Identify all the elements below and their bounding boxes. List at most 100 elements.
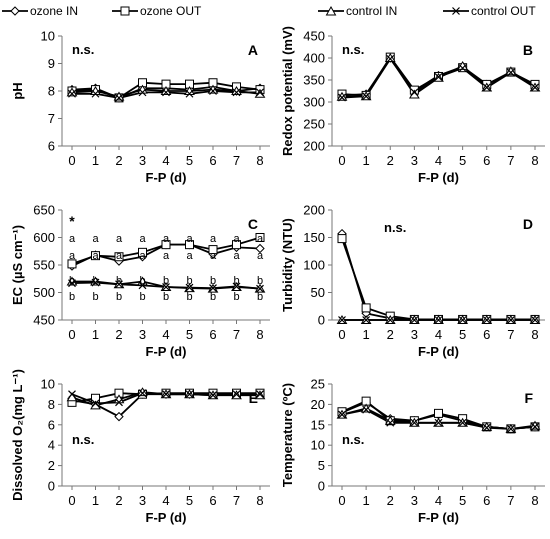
data-point-x-stroke — [506, 424, 515, 433]
data-point-x — [362, 405, 371, 414]
y-tick-label: 6 — [48, 139, 55, 154]
data-point-x — [256, 390, 264, 399]
significance-annotation: n.s. — [342, 42, 364, 57]
data-point-x — [162, 390, 170, 399]
y-tick-label: 20 — [311, 397, 325, 412]
data-point-x — [338, 410, 346, 419]
significance-letter: b — [163, 275, 169, 287]
data-point-x — [410, 316, 419, 324]
significance-letter: b — [257, 275, 263, 287]
y-tick-label: 350 — [303, 73, 325, 88]
data-point-x-stroke — [209, 284, 217, 293]
x-tick-label: 3 — [411, 327, 418, 342]
data-point-x-stroke — [138, 281, 147, 290]
data-point-x — [91, 89, 100, 98]
data-point-x-stroke — [362, 405, 371, 414]
data-point-square — [138, 247, 147, 257]
significance-letter: b — [210, 275, 216, 287]
data-point-triangle — [481, 421, 493, 431]
significance-letter: a — [116, 250, 123, 262]
data-point-x — [185, 283, 194, 292]
y-tick-label: 10 — [41, 29, 55, 44]
data-point-x-stroke — [531, 422, 539, 431]
data-point-x — [482, 83, 491, 92]
y-tick-label: 550 — [33, 258, 55, 273]
significance-letter: b — [92, 275, 98, 287]
data-point-x — [482, 423, 491, 432]
significance-letter: b — [163, 291, 169, 303]
x-tick-label: 6 — [483, 327, 490, 342]
data-point-x-stroke — [185, 390, 194, 399]
x-axis-label: F-P (d) — [418, 170, 459, 185]
data-point-x-stroke — [162, 283, 170, 291]
significance-letter: b — [210, 291, 216, 303]
data-point-triangle — [90, 276, 101, 286]
data-point-x-stroke — [338, 316, 346, 324]
x-tick-label: 2 — [115, 327, 122, 342]
legend-label: control IN — [346, 4, 398, 18]
data-point-x — [434, 316, 443, 324]
x-tick-label: 4 — [162, 153, 169, 168]
data-point-x — [232, 282, 241, 291]
data-point-x-stroke — [68, 390, 76, 399]
data-point-x — [138, 389, 147, 398]
data-point-x-stroke — [256, 88, 264, 97]
data-point-x — [531, 422, 539, 431]
y-axis-label: EC (µS cm⁻¹) — [10, 225, 25, 305]
legend-item-control-in: control IN — [318, 3, 397, 19]
significance-letter: b — [116, 275, 122, 287]
significance-letter: b — [69, 291, 75, 303]
x-tick-label: 8 — [256, 153, 263, 168]
y-axis-label: Temperature (ºC) — [280, 383, 295, 487]
y-tick-label: 450 — [303, 29, 325, 44]
data-point-x — [506, 424, 515, 433]
x-tick-label: 7 — [507, 493, 514, 508]
data-point-x-stroke — [338, 410, 346, 419]
data-point-x-stroke — [209, 87, 217, 95]
data-point-x-stroke — [256, 284, 264, 293]
data-point-x — [91, 399, 100, 408]
data-point-x — [458, 418, 467, 427]
data-point-x — [256, 284, 264, 293]
data-point-x-stroke — [209, 391, 217, 400]
significance-letter: b — [92, 291, 98, 303]
data-point-x-stroke — [386, 316, 395, 324]
data-point-square — [434, 408, 443, 418]
series-line-ozone-in — [341, 233, 535, 321]
significance-letter: a — [69, 233, 76, 245]
y-tick-label: 9 — [48, 56, 55, 71]
y-tick-label: 0 — [318, 479, 325, 494]
significance-letter: b — [116, 291, 122, 303]
significance-annotation: * — [69, 213, 75, 229]
x-tick-label: 0 — [68, 327, 75, 342]
data-point-x — [68, 89, 76, 98]
diamond-marker-icon — [2, 6, 28, 16]
data-point-x-stroke — [232, 88, 241, 97]
x-tick-label: 1 — [92, 327, 99, 342]
data-point-x — [410, 88, 419, 97]
y-tick-label: 0 — [48, 479, 55, 494]
x-tick-label: 2 — [387, 493, 394, 508]
data-point-x — [115, 280, 123, 289]
y-tick-label: 400 — [303, 51, 325, 66]
data-point-square — [67, 259, 77, 269]
significance-letter: a — [210, 250, 217, 262]
y-tick-label: 8 — [48, 84, 55, 99]
significance-letter: a — [257, 250, 264, 262]
x-tick-label: 7 — [233, 153, 240, 168]
significance-letter: a — [163, 250, 170, 262]
y-tick-label: 300 — [303, 95, 325, 110]
chart-panel-d: 0 50 100 150 200 0 1 2 3 4 5 6 7 8 F-P (d) Turbidity (N… — [280, 203, 545, 359]
data-point-x-stroke — [482, 316, 491, 324]
data-point-x — [482, 316, 491, 324]
data-point-x — [209, 391, 217, 400]
data-point-x — [458, 64, 467, 73]
data-point-x — [434, 418, 443, 427]
chart-panel-e: 0 2 4 6 8 10 0 1 2 3 4 5 6 7 8 F-P (d) Dissolved O₂(mg L… — [10, 369, 270, 525]
y-tick-label: 600 — [33, 230, 55, 245]
data-point-square — [114, 252, 124, 262]
x-tick-label: 2 — [387, 153, 394, 168]
data-point-x-stroke — [410, 316, 419, 324]
significance-letter: a — [210, 233, 217, 245]
data-point-x — [162, 88, 170, 97]
